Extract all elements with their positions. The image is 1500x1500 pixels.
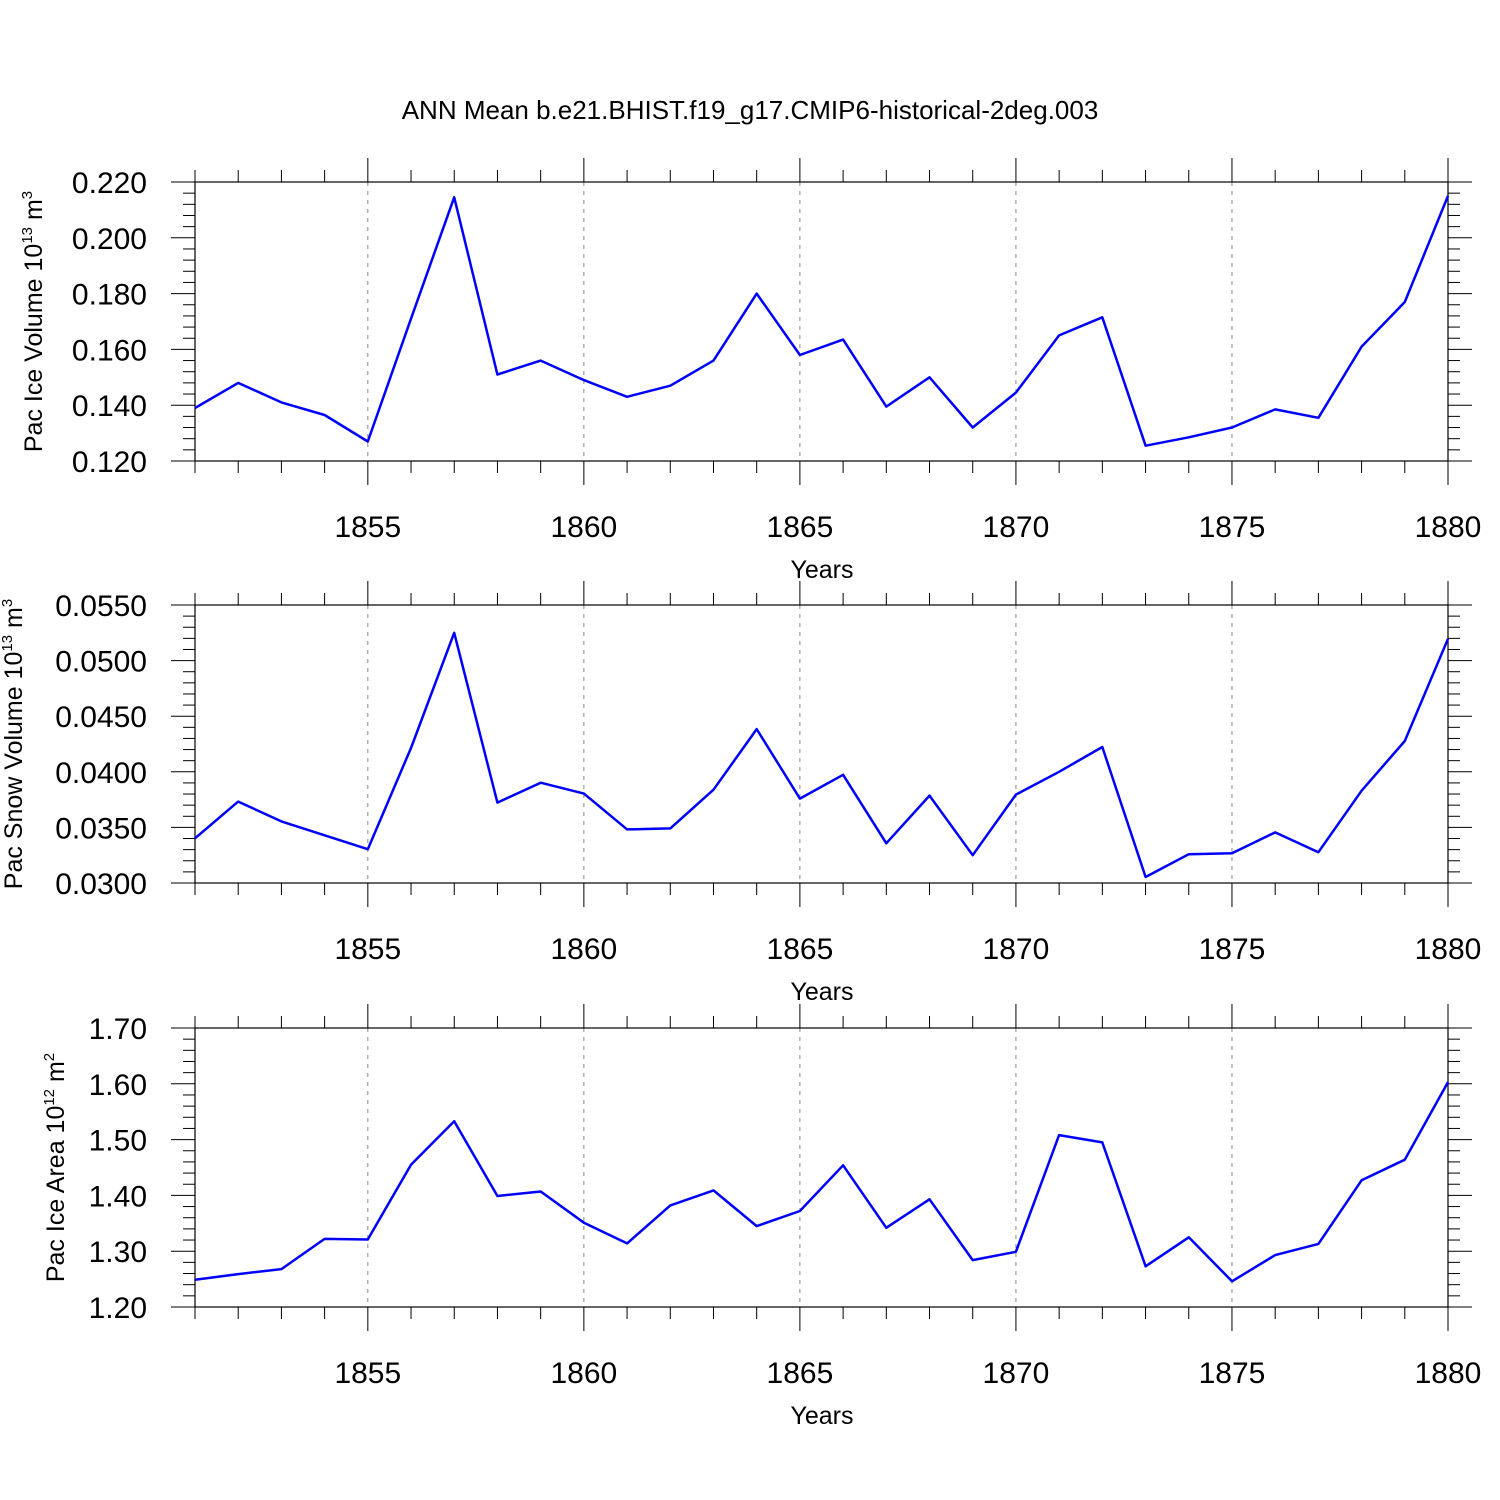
x-tick-label: 1855 xyxy=(334,511,401,544)
x-axis-label: Years xyxy=(790,1402,853,1430)
plot-frame xyxy=(194,604,1449,884)
x-tick-label: 1880 xyxy=(1415,1357,1482,1390)
y-axis-label-main: Pac Ice Area 10 xyxy=(42,1106,70,1283)
series-line xyxy=(194,1081,1450,1283)
x-tick-label: 1855 xyxy=(334,1357,401,1390)
x-tick-label: 1875 xyxy=(1199,1357,1266,1390)
y-axis-label-main: Pac Snow Volume 10 xyxy=(0,652,28,890)
y-tick-label: 1.20 xyxy=(89,1292,147,1325)
y-tick-label: 1.60 xyxy=(89,1069,147,1102)
y-axis-label-unit: m xyxy=(20,199,48,227)
y-tick-label: 1.50 xyxy=(89,1125,147,1158)
y-tick-label: 0.0350 xyxy=(55,812,147,845)
series-line xyxy=(194,195,1450,447)
x-tick-label: 1880 xyxy=(1415,933,1482,966)
y-tick-label: 0.180 xyxy=(72,279,147,312)
y-axis-label-unit-exp: 2 xyxy=(41,1053,58,1061)
plot-frame xyxy=(194,181,1449,462)
y-axis-label-exp: 13 xyxy=(19,227,36,244)
y-tick-label: 1.70 xyxy=(89,1013,147,1046)
y-tick-label: 0.0550 xyxy=(55,590,147,623)
chart-title: ANN Mean b.e21.BHIST.f19_g17.CMIP6-histo… xyxy=(402,95,1099,125)
x-axis-label: Years xyxy=(790,556,853,584)
plot-panel-3: 1.20 1.30 1.40 1.50 1.60 1.70 1855 1860 1865 1870… xyxy=(41,1004,1481,1430)
plot-frame xyxy=(194,1027,1449,1308)
x-tick-label: 1865 xyxy=(767,933,834,966)
x-tick-label: 1870 xyxy=(983,511,1050,544)
y-tick-label: 0.120 xyxy=(72,446,147,479)
plot-panel-1: 0.120 0.140 0.160 0.180 0.200 0.220 1855 1860 18… xyxy=(19,158,1481,584)
y-axis-label-unit-exp: 3 xyxy=(0,599,16,607)
y-axis-label-unit: m xyxy=(0,607,28,635)
y-axis-label-unit: m xyxy=(42,1061,70,1089)
y-axis-label-unit-exp: 3 xyxy=(19,191,36,199)
plot-panel-2: 0.0300 0.0350 0.0400 0.0450 0.0500 0.0550 1855… xyxy=(0,581,1481,1006)
y-tick-label: 0.0500 xyxy=(55,646,147,679)
y-tick-label: 0.160 xyxy=(72,334,147,367)
y-tick-label: 1.40 xyxy=(89,1180,147,1213)
x-tick-label: 1870 xyxy=(983,933,1050,966)
y-tick-label: 0.0300 xyxy=(55,868,147,901)
y-tick-label: 0.0450 xyxy=(55,701,147,734)
x-tick-label: 1860 xyxy=(550,1357,617,1390)
x-tick-label: 1875 xyxy=(1199,933,1266,966)
y-tick-label: 1.30 xyxy=(89,1236,147,1269)
y-axis-label: Pac Ice Volume 1013 m3 xyxy=(19,191,48,452)
series-line xyxy=(194,631,1450,879)
y-axis-label-exp: 13 xyxy=(0,635,16,652)
x-tick-label: 1865 xyxy=(767,1357,834,1390)
y-axis-label: Pac Snow Volume 1013 m3 xyxy=(0,599,28,889)
y-tick-label: 0.140 xyxy=(72,390,147,423)
x-tick-label: 1860 xyxy=(550,511,617,544)
y-axis-label-main: Pac Ice Volume 10 xyxy=(20,244,48,452)
x-tick-label: 1860 xyxy=(550,933,617,966)
x-tick-label: 1865 xyxy=(767,511,834,544)
x-tick-label: 1855 xyxy=(334,933,401,966)
y-tick-label: 0.220 xyxy=(72,167,147,200)
x-tick-label: 1870 xyxy=(983,1357,1050,1390)
y-tick-label: 0.200 xyxy=(72,223,147,256)
y-tick-label: 0.0400 xyxy=(55,757,147,790)
x-tick-label: 1875 xyxy=(1199,511,1266,544)
x-tick-label: 1880 xyxy=(1415,511,1482,544)
y-axis-label: Pac Ice Area 1012 m2 xyxy=(41,1053,70,1282)
x-axis-label: Years xyxy=(790,978,853,1006)
y-axis-label-exp: 12 xyxy=(41,1089,58,1106)
